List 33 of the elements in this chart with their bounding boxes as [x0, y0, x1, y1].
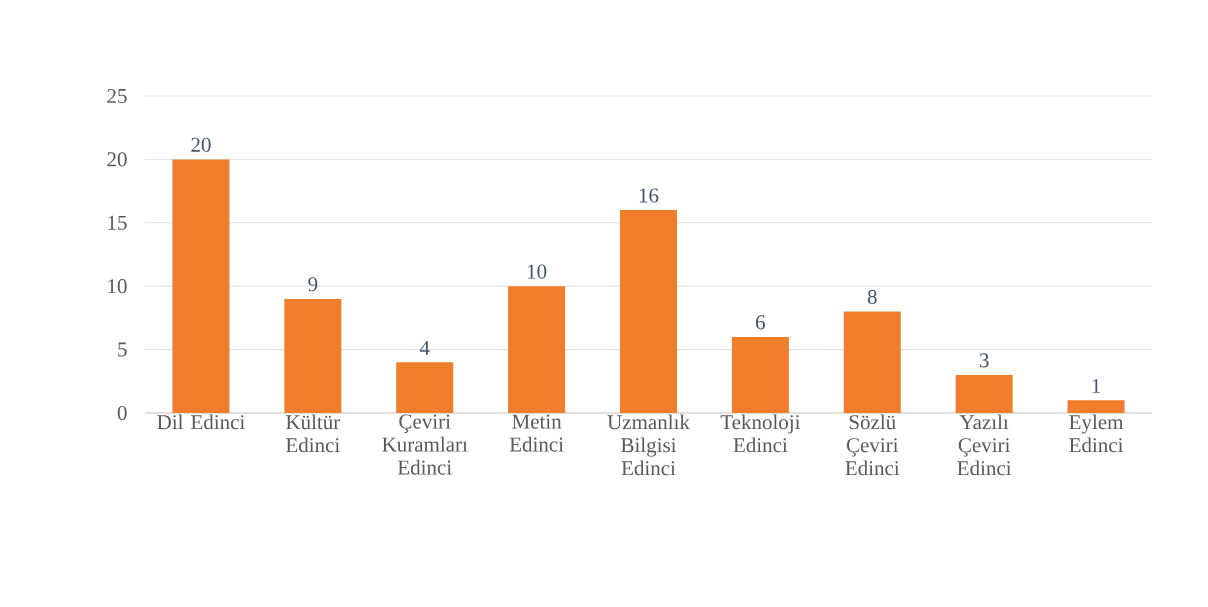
bar — [619, 210, 677, 413]
x-tick-label: Çeviri Kuramları Edinci — [382, 414, 468, 475]
data-label: 6 — [756, 315, 765, 330]
bar — [508, 286, 566, 413]
x-tick-label: Dil Edinci — [157, 414, 245, 430]
x-tick-label: Kültür Edinci — [286, 414, 341, 453]
x-tick-label: Sözlü Çeviri Edinci — [845, 414, 900, 476]
x-tick-label: Teknoloji Edinci — [720, 414, 801, 453]
data-label: 10 — [527, 264, 547, 279]
data-label: 3 — [979, 353, 989, 368]
data-label: 8 — [867, 289, 877, 305]
x-tick-label: Eylem Edinci — [1069, 414, 1124, 453]
data-label: 20 — [191, 137, 211, 152]
x-tick-label: Yazılı Çeviri Edinci — [957, 414, 1012, 476]
data-label: 4 — [419, 340, 430, 355]
data-label: 9 — [308, 277, 318, 292]
bar — [396, 362, 454, 413]
y-tick-label: 5 — [118, 342, 127, 357]
y-tick-label: 0 — [117, 405, 127, 421]
y-tick-label: 20 — [107, 152, 127, 167]
bar — [284, 298, 342, 413]
bar — [172, 159, 230, 413]
data-label: 16 — [639, 188, 659, 203]
bar — [843, 311, 901, 413]
y-tick-label: 25 — [107, 88, 127, 104]
data-label: 1 — [1092, 378, 1101, 393]
bar — [1067, 400, 1125, 413]
bar — [731, 336, 789, 413]
y-tick-label: 10 — [108, 279, 127, 294]
y-tick-label: 15 — [108, 215, 127, 230]
x-tick-label: Metin Edinci — [509, 414, 564, 452]
bar — [955, 374, 1013, 413]
x-tick-label: Uzmanlık Bilgisi Edinci — [607, 414, 690, 476]
